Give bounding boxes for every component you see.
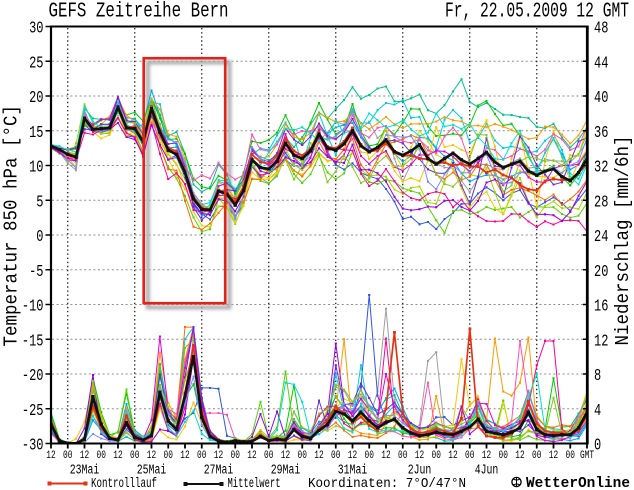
svg-text:12: 12 [214,450,223,462]
svg-text:Temperatur 850 hPa [°C]: Temperatur 850 hPa [°C] [1,105,23,347]
svg-text:40: 40 [594,88,608,107]
svg-text:12: 12 [515,450,524,462]
svg-text:GEFS Zeitreihe Bern: GEFS Zeitreihe Bern [49,1,229,24]
svg-text:5: 5 [36,192,43,211]
svg-text:00: 00 [63,450,72,462]
svg-text:00: 00 [298,450,307,462]
svg-text:15: 15 [29,123,43,142]
svg-text:Koordinaten: 7°O/47°N: Koordinaten: 7°O/47°N [308,476,466,490]
svg-text:12: 12 [281,450,290,462]
svg-text:12: 12 [448,450,457,462]
svg-text:31Mai: 31Mai [338,463,368,478]
svg-text:12: 12 [314,450,323,462]
svg-text:48: 48 [594,19,608,38]
svg-text:00: 00 [264,450,273,462]
svg-text:GMT: GMT [580,450,594,462]
svg-text:30: 30 [29,19,43,38]
svg-text:-20: -20 [22,366,44,385]
svg-text:12: 12 [80,450,89,462]
svg-text:27Mai: 27Mai [204,463,234,478]
svg-text:36: 36 [594,123,608,142]
svg-text:23Mai: 23Mai [70,463,100,478]
svg-text:00: 00 [164,450,173,462]
svg-text:Fr, 22.05.2009 12 GMT: Fr, 22.05.2009 12 GMT [445,1,629,24]
svg-text:00: 00 [499,450,508,462]
svg-text:12: 12 [482,450,491,462]
svg-text:29Mai: 29Mai [271,463,301,478]
svg-text:Niederschlag [mm/6h]: Niederschlag [mm/6h] [612,136,634,346]
svg-text:16: 16 [594,297,608,316]
svg-text:WetterOnline: WetterOnline [526,475,630,490]
svg-text:00: 00 [231,450,240,462]
svg-text:12: 12 [180,450,189,462]
svg-text:28: 28 [594,192,608,211]
svg-text:2Jun: 2Jun [408,463,432,478]
svg-text:12: 12 [147,450,156,462]
svg-text:00: 00 [97,450,106,462]
svg-text:00: 00 [532,450,541,462]
svg-text:12: 12 [113,450,122,462]
svg-text:0: 0 [594,436,601,455]
svg-text:-15: -15 [22,331,44,350]
svg-text:00: 00 [197,450,206,462]
svg-text:0: 0 [36,227,43,246]
svg-text:12: 12 [415,450,424,462]
svg-text:00: 00 [331,450,340,462]
svg-text:-25: -25 [22,401,44,420]
svg-text:8: 8 [594,366,601,385]
svg-text:10: 10 [29,158,43,177]
svg-text:20: 20 [594,262,608,281]
svg-text:12: 12 [594,331,608,350]
svg-text:-30: -30 [22,436,44,455]
svg-text:00: 00 [465,450,474,462]
svg-text:12: 12 [247,450,256,462]
svg-text:12: 12 [549,450,558,462]
svg-text:-10: -10 [22,297,44,316]
svg-text:00: 00 [130,450,139,462]
svg-text:12: 12 [348,450,357,462]
svg-text:-5: -5 [29,262,43,281]
svg-text:00: 00 [432,450,441,462]
svg-text:44: 44 [594,53,608,72]
svg-text:24: 24 [594,227,608,246]
svg-text:25Mai: 25Mai [137,463,167,478]
svg-text:4: 4 [594,401,601,420]
svg-text:12: 12 [46,450,55,462]
svg-text:20: 20 [29,88,43,107]
svg-text:32: 32 [594,158,608,177]
svg-text:00: 00 [398,450,407,462]
svg-text:25: 25 [29,53,43,72]
svg-text:00: 00 [365,450,374,462]
svg-text:00: 00 [566,450,575,462]
svg-text:Mittelwert: Mittelwert [228,476,281,490]
svg-text:Kontrolllauf: Kontrolllauf [91,476,157,490]
svg-text:4Jun: 4Jun [475,463,499,478]
svg-text:12: 12 [381,450,390,462]
